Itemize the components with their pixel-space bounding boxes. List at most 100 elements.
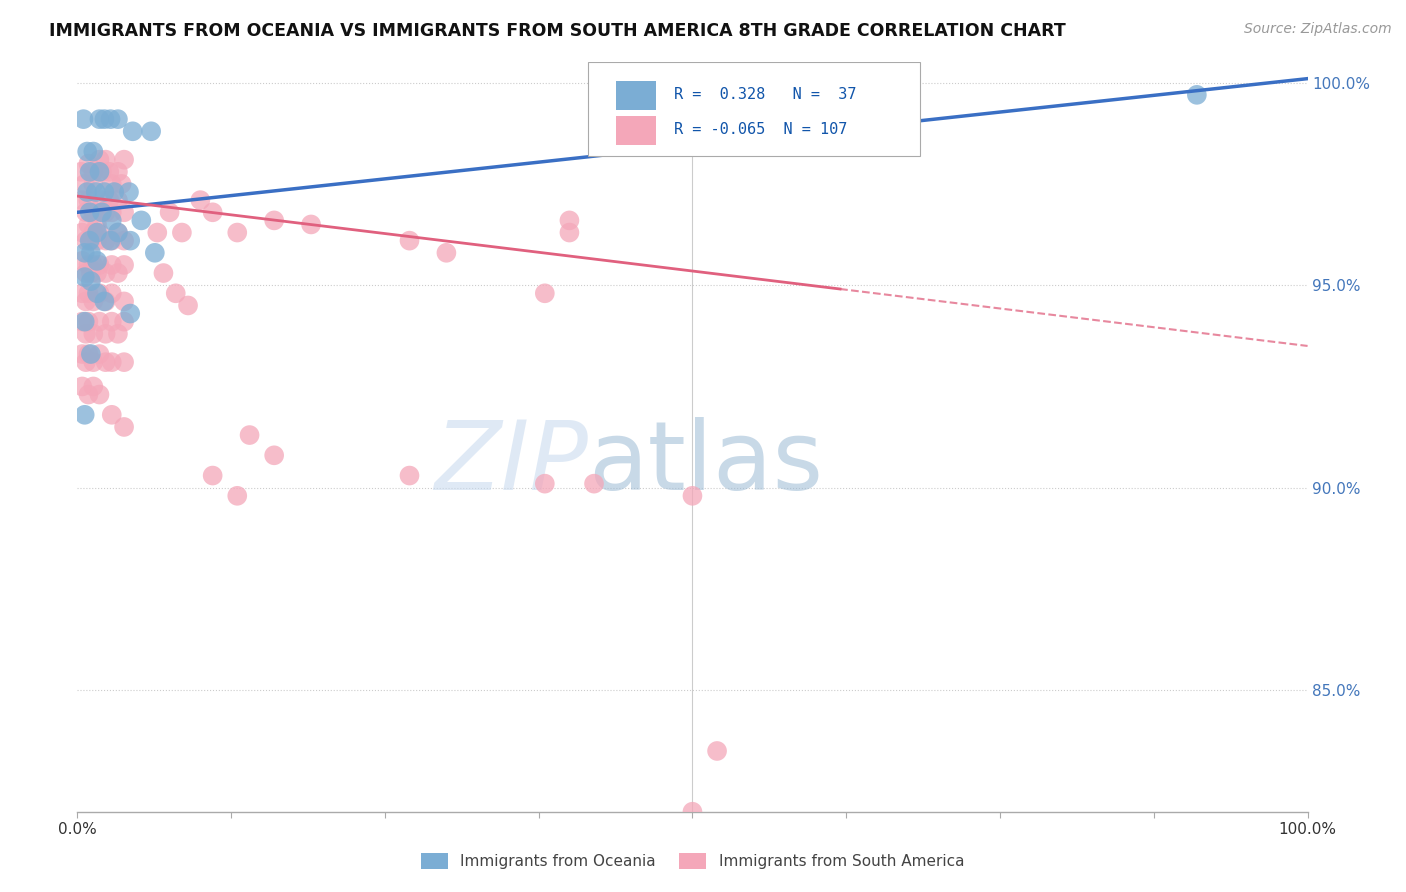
Point bbox=[112, 258, 135, 272]
Point bbox=[159, 205, 181, 219]
Point bbox=[107, 112, 129, 127]
Point bbox=[70, 315, 93, 329]
Point bbox=[77, 258, 100, 272]
Point bbox=[239, 428, 262, 442]
Point bbox=[86, 286, 108, 301]
Point bbox=[90, 205, 114, 219]
Point bbox=[77, 347, 100, 361]
Point bbox=[177, 298, 200, 312]
Point bbox=[101, 408, 124, 422]
Point bbox=[80, 234, 103, 248]
Point bbox=[101, 213, 124, 227]
Point bbox=[72, 112, 94, 127]
Point bbox=[107, 226, 129, 240]
Point bbox=[73, 245, 96, 260]
Point bbox=[170, 226, 193, 240]
Point bbox=[112, 205, 135, 219]
Point bbox=[436, 245, 458, 260]
Point bbox=[263, 213, 285, 227]
Point bbox=[86, 218, 108, 232]
Point bbox=[101, 234, 124, 248]
Point bbox=[77, 157, 100, 171]
Point bbox=[79, 205, 101, 219]
Point bbox=[107, 193, 129, 207]
Point bbox=[120, 307, 142, 321]
Point bbox=[82, 355, 104, 369]
Point bbox=[534, 476, 557, 491]
Point bbox=[101, 315, 124, 329]
Point bbox=[112, 294, 135, 309]
Point bbox=[201, 205, 224, 219]
Point bbox=[89, 347, 111, 361]
Point bbox=[86, 266, 108, 280]
Point bbox=[131, 213, 153, 227]
Point bbox=[77, 286, 100, 301]
Point bbox=[76, 185, 98, 199]
Point bbox=[98, 193, 121, 207]
Point bbox=[82, 258, 104, 272]
Point bbox=[82, 145, 104, 159]
Point bbox=[101, 258, 124, 272]
Point bbox=[165, 286, 187, 301]
Point bbox=[77, 193, 100, 207]
Point bbox=[75, 205, 97, 219]
Point bbox=[77, 315, 100, 329]
Point bbox=[93, 294, 115, 309]
Point bbox=[75, 326, 97, 341]
Point bbox=[103, 185, 125, 199]
Point bbox=[94, 234, 117, 248]
Point bbox=[75, 355, 97, 369]
Point bbox=[830, 87, 852, 102]
Point bbox=[79, 234, 101, 248]
Point bbox=[112, 420, 135, 434]
Point bbox=[75, 234, 97, 248]
Point bbox=[100, 112, 122, 127]
FancyBboxPatch shape bbox=[616, 116, 655, 145]
Point bbox=[299, 218, 322, 232]
Text: ZIP: ZIP bbox=[434, 417, 588, 510]
Point bbox=[141, 124, 163, 138]
Point bbox=[107, 226, 129, 240]
Point bbox=[101, 286, 124, 301]
Legend: Immigrants from Oceania, Immigrants from South America: Immigrants from Oceania, Immigrants from… bbox=[415, 847, 970, 875]
Point bbox=[70, 286, 93, 301]
Point bbox=[70, 253, 93, 268]
Point bbox=[73, 315, 96, 329]
Point bbox=[90, 193, 114, 207]
Point bbox=[226, 489, 249, 503]
Point bbox=[89, 258, 111, 272]
Point bbox=[534, 286, 557, 301]
Point bbox=[80, 245, 103, 260]
Point bbox=[82, 205, 104, 219]
Point bbox=[201, 468, 224, 483]
Point bbox=[73, 408, 96, 422]
Point bbox=[112, 355, 135, 369]
Point bbox=[82, 294, 104, 309]
Point bbox=[70, 347, 93, 361]
Point bbox=[89, 205, 111, 219]
Point bbox=[70, 193, 93, 207]
Point bbox=[82, 326, 104, 341]
Point bbox=[94, 355, 117, 369]
Point bbox=[112, 234, 135, 248]
Point bbox=[100, 234, 122, 248]
Point bbox=[70, 226, 93, 240]
Point bbox=[82, 177, 104, 191]
Point bbox=[80, 266, 103, 280]
Text: R =  0.328   N =  37: R = 0.328 N = 37 bbox=[673, 87, 856, 103]
Point bbox=[86, 253, 108, 268]
Point bbox=[73, 177, 96, 191]
Text: IMMIGRANTS FROM OCEANIA VS IMMIGRANTS FROM SOUTH AMERICA 8TH GRADE CORRELATION C: IMMIGRANTS FROM OCEANIA VS IMMIGRANTS FR… bbox=[49, 22, 1066, 40]
Point bbox=[112, 315, 135, 329]
Point bbox=[94, 266, 117, 280]
Point bbox=[79, 165, 101, 179]
Point bbox=[706, 744, 728, 758]
Point bbox=[76, 145, 98, 159]
FancyBboxPatch shape bbox=[588, 62, 920, 156]
Point bbox=[70, 379, 93, 393]
Point bbox=[73, 270, 96, 285]
Point bbox=[94, 205, 117, 219]
Point bbox=[82, 165, 104, 179]
Point bbox=[143, 245, 166, 260]
Point bbox=[107, 165, 129, 179]
